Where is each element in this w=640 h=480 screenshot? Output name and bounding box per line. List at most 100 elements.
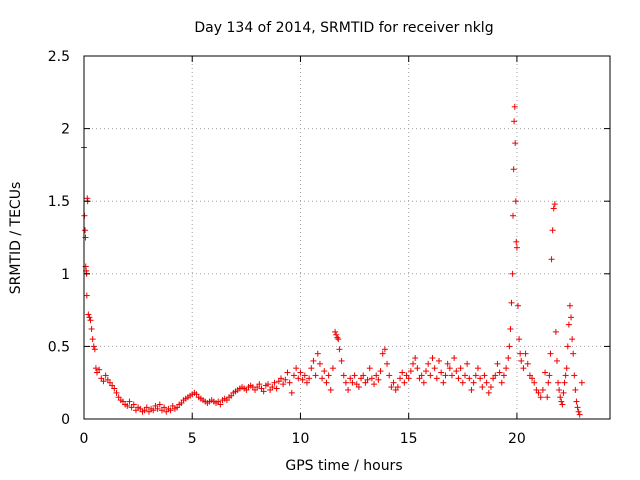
data-point	[412, 355, 419, 362]
data-point	[161, 404, 168, 411]
data-point	[537, 394, 544, 401]
data-point	[455, 375, 462, 382]
data-point	[217, 401, 224, 408]
data-point	[511, 118, 518, 125]
data-point	[565, 321, 572, 328]
y-tick-label: 2	[61, 122, 70, 138]
data-point	[366, 365, 373, 372]
data-point	[494, 360, 501, 367]
data-point	[524, 360, 531, 367]
data-point	[515, 302, 522, 309]
data-point	[547, 350, 554, 357]
data-point	[338, 357, 345, 364]
data-point	[453, 368, 460, 375]
data-point	[82, 227, 89, 234]
data-point	[327, 386, 334, 393]
data-point	[517, 350, 524, 357]
data-point	[496, 369, 503, 376]
data-point	[323, 379, 330, 386]
data-point	[446, 365, 453, 372]
data-point	[550, 205, 557, 212]
data-point	[312, 372, 319, 379]
x-axis-label: GPS time / hours	[285, 458, 402, 474]
data-point	[355, 384, 362, 391]
data-point	[364, 376, 371, 383]
data-point	[82, 234, 89, 241]
x-tick-label: 15	[400, 431, 418, 447]
data-point	[510, 212, 517, 219]
data-point	[573, 398, 580, 405]
data-point	[444, 360, 451, 367]
data-point	[564, 343, 571, 350]
data-point	[269, 384, 276, 391]
data-point	[492, 372, 499, 379]
data-point	[260, 388, 267, 395]
data-point	[507, 325, 514, 332]
data-point	[510, 166, 517, 173]
data-point	[546, 372, 553, 379]
data-point	[549, 227, 556, 234]
data-point	[544, 394, 551, 401]
data-point	[505, 355, 512, 362]
data-point	[448, 372, 455, 379]
data-point	[89, 336, 96, 343]
data-point	[91, 346, 98, 353]
data-point	[474, 365, 481, 372]
data-point	[349, 379, 356, 386]
data-point	[332, 328, 339, 335]
x-tick-label: 0	[80, 431, 89, 447]
data-point	[429, 355, 436, 362]
data-point	[319, 375, 326, 382]
data-point	[427, 372, 434, 379]
data-point	[314, 350, 321, 357]
data-point	[282, 376, 289, 383]
data-point	[156, 401, 163, 408]
grid-lines	[84, 56, 610, 419]
data-point	[335, 336, 342, 343]
data-point	[481, 372, 488, 379]
data-point	[566, 302, 573, 309]
data-point	[542, 369, 549, 376]
data-point	[113, 389, 120, 396]
data-point	[551, 201, 558, 208]
data-point	[472, 372, 479, 379]
data-point	[397, 375, 404, 382]
data-markers	[81, 103, 585, 418]
data-point	[440, 379, 447, 386]
data-point	[509, 270, 516, 277]
data-point	[451, 355, 458, 362]
data-point	[569, 336, 576, 343]
x-tick-label: 5	[188, 431, 197, 447]
data-point	[306, 375, 313, 382]
data-point	[154, 405, 161, 412]
x-tick-label: 10	[292, 431, 310, 447]
data-point	[457, 365, 464, 372]
data-point	[347, 375, 354, 382]
data-point	[423, 368, 430, 375]
data-point	[461, 372, 468, 379]
data-point	[576, 411, 583, 418]
data-point	[479, 384, 486, 391]
data-point	[360, 372, 367, 379]
data-point	[512, 198, 519, 205]
data-point	[334, 334, 341, 341]
data-point	[86, 314, 93, 321]
x-tick-label: 20	[508, 431, 526, 447]
data-point	[88, 325, 95, 332]
data-point	[557, 394, 564, 401]
data-point	[561, 379, 568, 386]
chart-title: Day 134 of 2014, SRMTID for receiver nkl…	[194, 20, 493, 36]
data-point	[399, 369, 406, 376]
data-point	[87, 317, 94, 324]
data-point	[264, 381, 271, 388]
data-point	[377, 368, 384, 375]
data-point	[277, 375, 284, 382]
data-point	[485, 389, 492, 396]
data-point	[513, 238, 520, 245]
data-point	[511, 103, 518, 110]
data-point	[553, 357, 560, 364]
data-point	[124, 402, 131, 409]
data-point	[390, 379, 397, 386]
data-point	[529, 375, 536, 382]
